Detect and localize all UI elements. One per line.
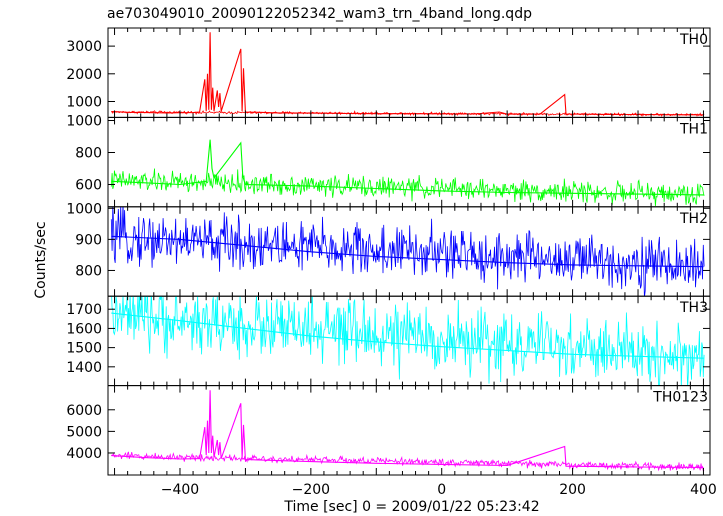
series-line-th3 (111, 296, 705, 386)
panel-frame (107, 385, 711, 476)
panel-label-th2: TH2 (679, 211, 708, 227)
x-tick-label: 400 (690, 482, 717, 498)
y-tick-label: 1000 (66, 95, 102, 111)
y-tick-label: 600 (75, 178, 102, 194)
series-peaks-th0123 (111, 390, 704, 469)
x-tick-label: 200 (559, 482, 586, 498)
series-peaks-th0 (111, 32, 704, 116)
x-tick-label: −400 (161, 482, 199, 498)
y-tick-label: 3000 (66, 39, 102, 55)
y-tick-label: 1000 (66, 114, 102, 130)
y-axis-label: Counts/sec (33, 221, 49, 298)
panel-label-th3: TH3 (679, 300, 708, 316)
series-line-th1 (110, 168, 705, 207)
panel-label-th1: TH1 (679, 121, 708, 137)
x-axis-label: Time [sec] 0 = 2009/01/22 05:23:42 (283, 499, 539, 515)
y-tick-label: 1700 (66, 302, 102, 318)
y-tick-label: 4000 (66, 446, 102, 462)
x-tick-label: 0 (437, 482, 446, 498)
y-tick-label: 1500 (66, 341, 102, 357)
y-tick-label: 1600 (66, 321, 102, 337)
y-tick-label: 800 (75, 146, 102, 162)
series-peaks-th2 (111, 235, 704, 268)
panel-label-th0: TH0 (679, 32, 708, 48)
y-tick-label: 1400 (66, 360, 102, 376)
y-tick-label: 800 (75, 263, 102, 279)
series-line-th0123 (111, 451, 705, 472)
y-tick-label: 6000 (66, 403, 102, 419)
y-tick-label: 1000 (66, 201, 102, 217)
y-tick-label: 5000 (66, 424, 102, 440)
y-tick-label: 2000 (66, 67, 102, 83)
panel-frame (107, 27, 711, 118)
series-peaks-th3 (111, 312, 704, 359)
series-line-th2 (110, 206, 705, 297)
x-tick-label: −200 (292, 482, 330, 498)
y-tick-label: 900 (75, 232, 102, 248)
panel-label-th0123: TH0123 (652, 390, 708, 406)
series-peaks-th1 (111, 139, 704, 196)
chart-title: ae703049010_20090122052342_wam3_trn_4ban… (107, 6, 532, 22)
panels-group: TH0100020003000TH16008001000TH2800900100… (66, 27, 717, 498)
